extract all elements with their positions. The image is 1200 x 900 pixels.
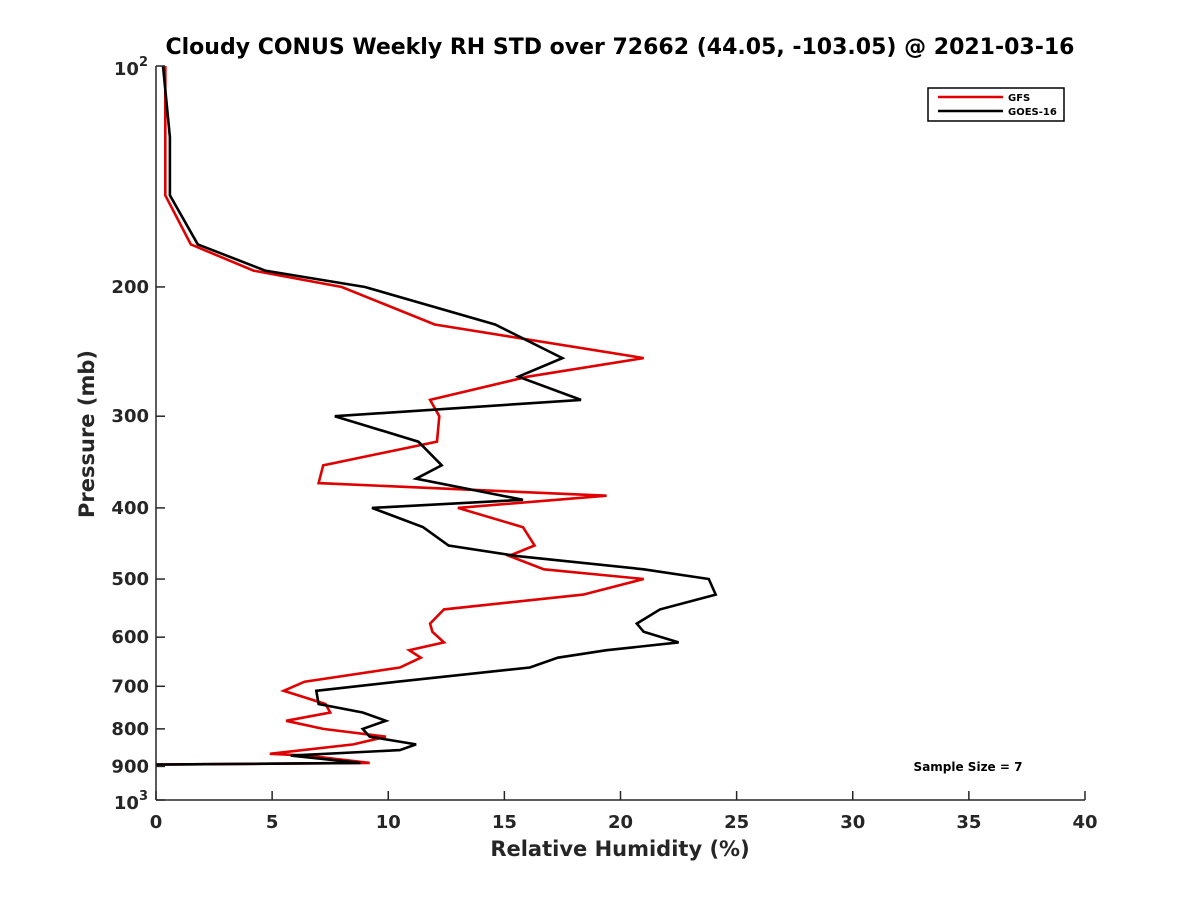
series-line-gfs <box>155 66 645 766</box>
x-tick-label: 15 <box>492 812 517 833</box>
legend: GFS GOES-16 <box>927 87 1065 122</box>
legend-label-gfs: GFS <box>1008 93 1030 104</box>
legend-box <box>927 87 1065 122</box>
y-tick-label: 900 <box>111 756 149 777</box>
y-tick-label: 800 <box>111 719 149 740</box>
x-tick-label: 0 <box>150 812 163 833</box>
y-tick-label: 600 <box>111 627 149 648</box>
y-axis-label: Pressure (mb) <box>75 350 99 518</box>
y-tick-label: 700 <box>111 676 149 697</box>
x-tick-label: 35 <box>956 812 981 833</box>
x-tick-label: 5 <box>266 812 279 833</box>
chart-title: Cloudy CONUS Weekly RH STD over 72662 (4… <box>166 35 1075 60</box>
x-tick-label: 40 <box>1072 812 1097 833</box>
x-tick-label: 30 <box>840 812 865 833</box>
y-tick-label: 500 <box>111 569 149 590</box>
x-axis-label: Relative Humidity (%) <box>490 837 749 861</box>
y-tick-label: 300 <box>111 406 149 427</box>
y-tick-label: 400 <box>111 498 149 519</box>
sample-size-annotation: Sample Size = 7 <box>914 760 1023 774</box>
plot-area: 0 5 10 15 20 25 30 35 40 102 200 300 400 500 600 700 800… <box>111 55 1097 833</box>
y-tick-label: 102 <box>114 55 148 80</box>
x-tick-label: 25 <box>724 812 749 833</box>
y-tick-label: 103 <box>114 789 148 814</box>
legend-label-goes16: GOES-16 <box>1008 107 1057 118</box>
x-tick-label: 20 <box>608 812 633 833</box>
y-tick-label: 200 <box>111 277 149 298</box>
x-tick-label: 10 <box>376 812 401 833</box>
series-line-goes16 <box>155 65 718 766</box>
